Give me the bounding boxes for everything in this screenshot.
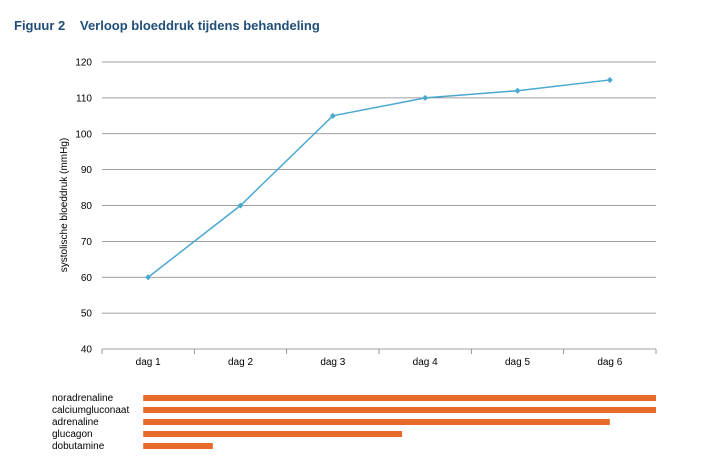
y-tick-label: 80 — [81, 201, 93, 212]
y-tick-label: 90 — [81, 165, 93, 176]
y-axis-label: systolische bloeddruk (mmHg) — [59, 138, 70, 273]
y-tick-label: 110 — [76, 93, 92, 104]
x-tick-label: dag 5 — [505, 357, 530, 368]
y-tick-label: 70 — [81, 237, 93, 248]
data-point — [422, 94, 429, 101]
treatment-bar-glucagon — [143, 431, 403, 437]
y-tick-label: 120 — [75, 58, 92, 69]
x-axis-tick-labels: dag 1 dag 2 dag 3 dag 4 dag 5 dag 6 — [136, 357, 623, 368]
treatment-label: adrenaline — [52, 417, 99, 428]
data-point — [145, 274, 152, 281]
treatment-bar-noradrenaline — [143, 395, 656, 401]
grid-lines — [102, 61, 656, 350]
figure-header: Figuur 2 Verloop bloeddruk tijdens behand… — [14, 18, 320, 33]
y-tick-label: 40 — [81, 345, 93, 356]
treatment-label: dobutamine — [52, 441, 105, 452]
series-line — [147, 79, 610, 278]
y-tick-label: 100 — [75, 129, 92, 140]
data-point — [237, 202, 244, 209]
treatment-bar-calciumgluconaat — [143, 407, 656, 413]
data-point — [329, 112, 336, 119]
data-point — [514, 87, 521, 94]
y-axis-tick-labels: 40 50 60 70 80 90 100 110 120 — [75, 58, 92, 356]
figure-title: Verloop bloeddruk tijdens behandeling — [80, 18, 320, 33]
y-tick-label: 50 — [81, 309, 93, 320]
series-group — [145, 76, 613, 281]
x-tick-label: dag 2 — [228, 357, 253, 368]
x-tick-label: dag 6 — [597, 357, 622, 368]
x-tick-label: dag 4 — [413, 357, 438, 368]
x-axis-ticks — [101, 349, 657, 354]
treatment-bars — [143, 395, 656, 449]
figure-number: Figuur 2 — [14, 18, 66, 33]
y-tick-label: 60 — [81, 273, 93, 284]
treatment-label: glucagon — [52, 429, 93, 440]
x-tick-label: dag 3 — [320, 357, 345, 368]
treatment-label: calciumgluconaat — [52, 405, 130, 416]
treatment-label: noradrenaline — [52, 393, 114, 404]
data-point — [606, 76, 613, 83]
treatment-bar-dobutamine — [143, 443, 213, 449]
treatment-bar-adrenaline — [143, 419, 610, 425]
x-tick-label: dag 1 — [136, 357, 161, 368]
